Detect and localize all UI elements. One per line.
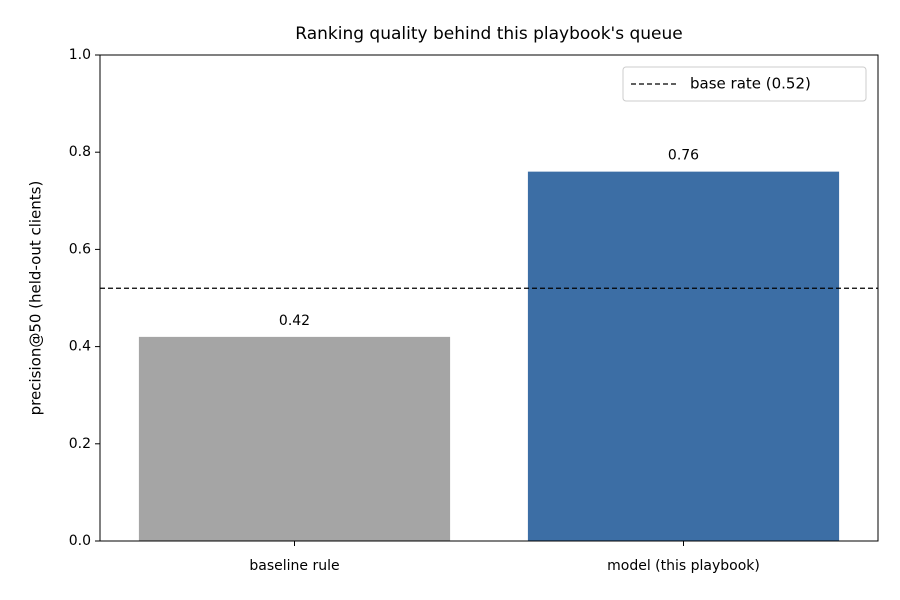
value-label: 0.42 bbox=[279, 313, 310, 329]
x-tick-label: model (this playbook) bbox=[607, 558, 760, 574]
plot-frame bbox=[99, 54, 879, 542]
y-axis-label: precision@50 (held-out clients) bbox=[27, 181, 45, 416]
legend-box bbox=[622, 66, 867, 102]
y-tick-label: 0.0 bbox=[69, 533, 91, 549]
x-tick-label: baseline rule bbox=[249, 558, 339, 574]
y-tick-label: 1.0 bbox=[69, 47, 91, 63]
value-label: 0.76 bbox=[668, 148, 699, 164]
legend-label: base rate (0.52) bbox=[690, 75, 811, 93]
y-tick-label: 0.8 bbox=[69, 144, 91, 160]
y-tick-label: 0.4 bbox=[69, 339, 91, 355]
y-tick-label: 0.6 bbox=[69, 241, 91, 257]
chart-title: Ranking quality behind this playbook's q… bbox=[295, 24, 683, 44]
bar bbox=[527, 171, 840, 541]
bar bbox=[138, 336, 451, 541]
y-tick-label: 0.2 bbox=[69, 436, 91, 452]
